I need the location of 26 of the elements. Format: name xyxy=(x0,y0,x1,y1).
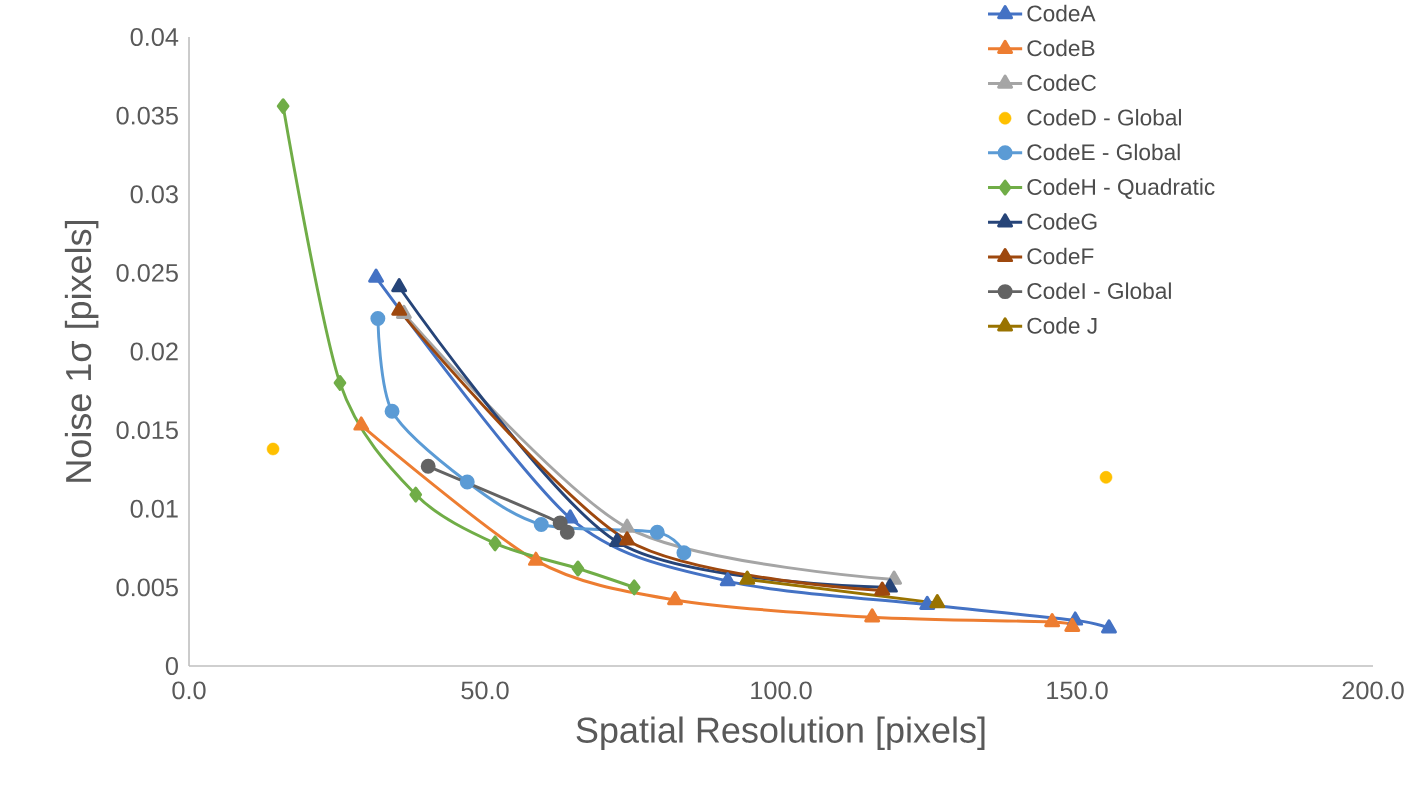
legend-label: CodeI - Global xyxy=(1027,282,1171,300)
legend-label: CodeB xyxy=(1027,39,1095,57)
y-tick-label: 0.035 xyxy=(116,106,178,125)
x-tick-label: 150.0 xyxy=(1047,681,1108,700)
legend-label: CodeH - Quadratic xyxy=(1027,178,1215,200)
x-tick-label: 0.0 xyxy=(172,681,206,700)
y-tick-label: 0.025 xyxy=(116,263,178,282)
x-tick-label: 50.0 xyxy=(461,681,509,700)
legend-label: CodeG xyxy=(1027,213,1097,230)
y-tick-label: 0.005 xyxy=(116,578,178,597)
y-tick-label: 0.04 xyxy=(130,28,179,46)
y-tick-label: 0.03 xyxy=(130,185,178,204)
legend-label: Code J xyxy=(1027,317,1097,334)
y-tick-label: 0.01 xyxy=(130,499,178,518)
legend-label: CodeE - Global xyxy=(1027,143,1180,161)
legend-label: CodeC xyxy=(1027,74,1096,91)
y-tick-label: 0.015 xyxy=(116,421,178,440)
legend-label: CodeA xyxy=(1027,4,1096,22)
y-axis-title: Noise 1σ [pixels] xyxy=(64,220,99,482)
x-axis-title: Spatial Resolution [pixels] xyxy=(576,716,985,751)
x-tick-label: 200.0 xyxy=(1342,681,1404,700)
legend-label: CodeF xyxy=(1027,247,1094,265)
y-tick-label: 0.02 xyxy=(130,342,178,361)
x-tick-label: 100.0 xyxy=(751,681,812,700)
legend-label: CodeD - Global xyxy=(1027,108,1181,126)
y-tick-label: 0 xyxy=(165,657,178,675)
